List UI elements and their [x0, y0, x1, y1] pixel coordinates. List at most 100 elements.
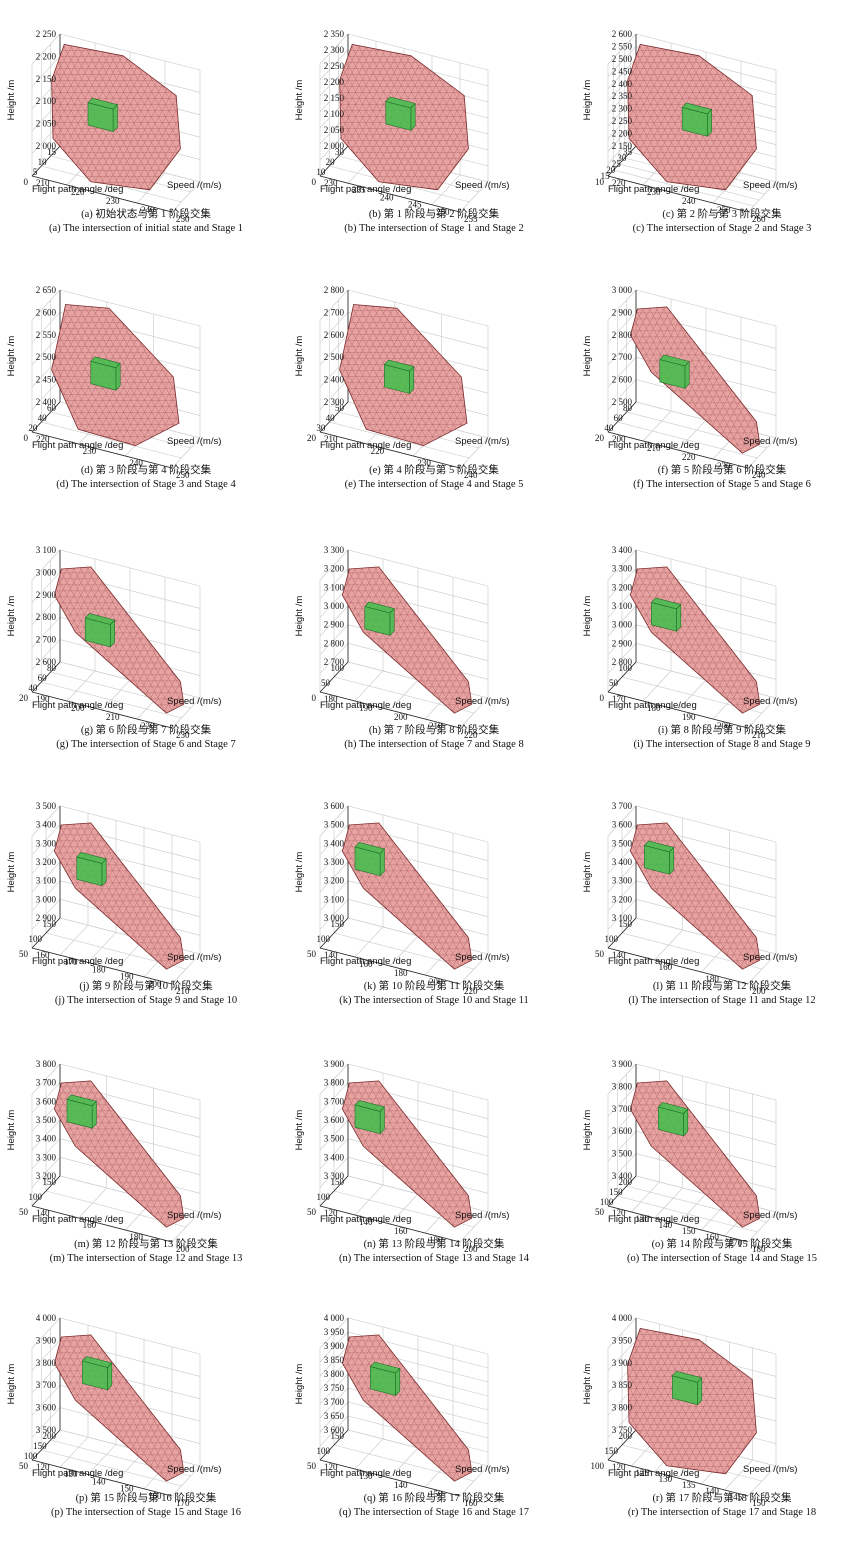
- z-tick-label: 2 450: [612, 66, 633, 76]
- z-tick-label: 3 100: [36, 545, 57, 555]
- intersection-box: [84, 613, 116, 648]
- y-axis-label: Flight path angle /deg: [320, 184, 411, 195]
- z-tick-label: 3 400: [612, 545, 633, 555]
- x-tick-label: 150: [682, 1226, 696, 1236]
- plot-d: 2 400 2 450 2 500 2 550 2 600 2 650 220 230 240 2…: [2, 262, 290, 480]
- x-tick-label: 160: [659, 962, 673, 972]
- intersection-box: [659, 354, 690, 390]
- caption-en: (n) The intersection of Stage 13 and Sta…: [339, 1253, 529, 1264]
- z-tick-label: 2 600: [324, 330, 345, 340]
- z-axis-label: Height /m: [6, 80, 17, 121]
- z-tick-label: 3 800: [36, 1059, 57, 1069]
- x-tick-label: 180: [92, 964, 106, 974]
- z-tick-label: 3 300: [36, 1152, 57, 1162]
- surface-plot-f: 2 500 2 600 2 700 2 800 2 900 3 000 200 210 220 2…: [582, 285, 797, 480]
- x-tick-label: 180: [129, 1232, 143, 1242]
- y-tick-label: 150: [43, 1177, 57, 1187]
- y-tick-label: 10: [595, 177, 605, 187]
- y-axis-label: Flight path angle /deg: [32, 956, 123, 967]
- z-tick-label: 3 600: [36, 1096, 57, 1106]
- tick-labels: 3 100 3 200 3 300 3 400 3 500 3 600 3 700 140 16…: [595, 801, 766, 996]
- caption-en: (f) The intersection of Stage 5 and Stag…: [633, 479, 811, 490]
- y-tick-label: 40: [326, 413, 336, 423]
- z-axis-label: Height /m: [582, 80, 593, 121]
- intersection-box: [354, 1100, 385, 1135]
- x-tick-label: 170: [612, 694, 626, 704]
- z-tick-label: 3 800: [612, 1403, 633, 1413]
- intersection-box: [81, 1356, 113, 1391]
- x-tick-label: 180: [324, 694, 338, 704]
- x-tick-label: 140: [92, 1476, 106, 1486]
- x-tick-label: 220: [371, 446, 385, 456]
- surface-plot-i: 2 800 2 900 3 000 3 100 3 200 3 300 3 400 170 18…: [582, 545, 797, 740]
- intersection-box: [681, 102, 713, 138]
- x-tick-label: 180: [752, 1244, 766, 1254]
- plot-b: 2 000 2 050 2 100 2 150 2 200 2 250 2 300 2 350…: [290, 6, 578, 224]
- surface-plot-r: 3 750 3 800 3 850 3 900 3 950 4 000 120 125 130 1…: [582, 1313, 797, 1508]
- x-tick-label: 210: [324, 434, 338, 444]
- x-tick-label: 130: [64, 1469, 78, 1479]
- intersection-box: [671, 1370, 703, 1406]
- plot-g: 2 600 2 700 2 800 2 900 3 000 3 100 190 200 210 2…: [2, 522, 290, 740]
- x-tick-label: 125: [635, 1468, 649, 1478]
- plot-p: 3 500 3 600 3 700 3 800 3 900 4 000 120 130 140 1…: [2, 1290, 290, 1508]
- caption-en: (a) The intersection of initial state an…: [49, 223, 243, 234]
- z-tick-label: 2 200: [324, 77, 345, 87]
- z-tick-label: 3 100: [324, 582, 345, 592]
- z-tick-label: 3 700: [612, 801, 633, 811]
- x-axis-label: Speed /(m/s): [167, 696, 221, 707]
- x-tick-label: 160: [148, 1491, 162, 1501]
- z-tick-label: 2 350: [324, 29, 345, 39]
- y-tick-label: 20: [326, 157, 336, 167]
- z-tick-label: 2 800: [36, 612, 57, 622]
- plot-r: 3 750 3 800 3 850 3 900 3 950 4 000 120 125 130 1…: [578, 1290, 865, 1508]
- z-axis-label: Height /m: [294, 1110, 305, 1151]
- x-axis-label: Speed /(m/s): [167, 1464, 221, 1475]
- z-tick-label: 2 150: [324, 93, 345, 103]
- x-tick-label: 160: [36, 950, 50, 960]
- z-tick-label: 2 000: [324, 141, 345, 151]
- y-tick-label: 50: [19, 949, 29, 959]
- z-tick-label: 3 400: [36, 1134, 57, 1144]
- z-tick-label: 3 300: [324, 1171, 345, 1181]
- z-tick-label: 2 250: [612, 116, 633, 126]
- y-tick-label: 35: [623, 147, 633, 157]
- caption-en: (l) The intersection of Stage 11 and Sta…: [628, 995, 816, 1006]
- plot-o: 3 400 3 500 3 600 3 700 3 800 3 900 120 130 140 1…: [578, 1036, 865, 1254]
- x-tick-label: 230: [83, 446, 97, 456]
- z-axis-label: Height /m: [6, 336, 17, 377]
- y-tick-label: 50: [19, 1461, 29, 1471]
- y-tick-label: 40: [28, 683, 38, 693]
- tick-labels: 2 700 2 800 2 900 3 000 3 100 3 200 3 300 180 19…: [312, 545, 479, 740]
- z-tick-label: 2 150: [36, 74, 57, 84]
- x-tick-label: 200: [394, 712, 408, 722]
- y-tick-label: 30: [617, 153, 627, 163]
- axes: [607, 1064, 749, 1243]
- z-axis-label: Height /m: [6, 852, 17, 893]
- x-tick-label: 210: [36, 178, 50, 188]
- caption-cn: (i) 第 8 阶段与第 9 阶段交集: [657, 725, 787, 736]
- plot-c: 2 150 2 200 2 250 2 300 2 350 2 400 2 450 2 500…: [578, 6, 865, 224]
- x-tick-label: 200: [464, 1244, 478, 1254]
- x-axis-label: Speed /(m/s): [455, 1464, 509, 1475]
- z-tick-label: 3 000: [36, 567, 57, 577]
- x-tick-label: 220: [464, 986, 478, 996]
- y-tick-label: 40: [604, 423, 614, 433]
- y-tick-label: 100: [619, 663, 633, 673]
- x-tick-label: 120: [612, 1462, 626, 1472]
- y-tick-label: 30: [316, 423, 326, 433]
- x-tick-label: 190: [682, 712, 696, 722]
- axes: [607, 290, 749, 469]
- z-tick-label: 3 200: [36, 1171, 57, 1181]
- intersection-box: [657, 1102, 689, 1137]
- caption-en: (j) The intersection of Stage 9 and Stag…: [54, 995, 238, 1006]
- x-tick-label: 120: [612, 1208, 626, 1218]
- y-tick-label: 10: [38, 157, 48, 167]
- y-axis-label: Flight path angle /deg: [32, 440, 123, 451]
- z-tick-label: 3 500: [36, 1115, 57, 1125]
- z-tick-label: 3 000: [36, 894, 57, 904]
- y-tick-label: 200: [619, 1431, 633, 1441]
- z-tick-label: 2 550: [612, 41, 633, 51]
- x-tick-label: 150: [752, 1498, 766, 1508]
